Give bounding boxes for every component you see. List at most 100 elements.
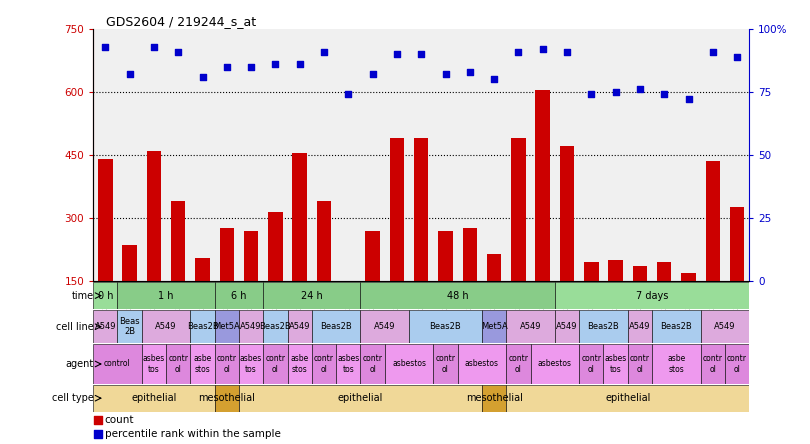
Point [99, 43, 112, 50]
Text: Beas2B: Beas2B [429, 322, 462, 331]
Bar [195, 258, 210, 281]
Bar [215, 310, 239, 343]
Text: Beas2B: Beas2B [259, 322, 292, 331]
Bar [730, 207, 744, 281]
Bar [463, 228, 477, 281]
Bar [409, 310, 482, 343]
Text: asbes
tos: asbes tos [604, 354, 627, 374]
Text: percentile rank within the sample: percentile rank within the sample [104, 429, 280, 439]
Bar [458, 345, 506, 384]
Point [342, 91, 355, 98]
Point [415, 51, 428, 58]
Bar [263, 282, 360, 309]
Bar [288, 310, 312, 343]
Bar [535, 90, 550, 281]
Bar [317, 201, 331, 281]
Bar [603, 345, 628, 384]
Bar [701, 345, 725, 384]
Point [220, 63, 233, 70]
Point [293, 60, 306, 67]
Point [585, 91, 598, 98]
Bar [633, 266, 647, 281]
Bar [312, 345, 336, 384]
Text: 7 days: 7 days [636, 291, 668, 301]
Text: asbestos: asbestos [392, 360, 426, 369]
Bar [487, 254, 501, 281]
Bar [433, 345, 458, 384]
Text: 0 h: 0 h [97, 291, 113, 301]
Bar [122, 245, 137, 281]
Point [561, 48, 573, 55]
Text: 1 h: 1 h [158, 291, 174, 301]
Text: asbe
stos: asbe stos [667, 354, 685, 374]
Text: asbes
tos: asbes tos [337, 354, 360, 374]
Bar [288, 345, 312, 384]
Bar [292, 153, 307, 281]
Point [731, 53, 744, 60]
Text: 6 h: 6 h [231, 291, 247, 301]
Text: 48 h: 48 h [447, 291, 468, 301]
Point [318, 48, 330, 55]
Bar [215, 345, 239, 384]
Bar [360, 345, 385, 384]
Text: contr
ol: contr ol [727, 354, 747, 374]
Text: contr
ol: contr ol [436, 354, 455, 374]
Bar [360, 282, 555, 309]
Bar [263, 310, 288, 343]
Text: epithelial: epithelial [605, 393, 650, 403]
Bar [414, 138, 428, 281]
Text: contr
ol: contr ol [266, 354, 285, 374]
Bar [482, 385, 506, 412]
Bar [98, 159, 113, 281]
Text: A549: A549 [714, 322, 735, 331]
Text: A549: A549 [241, 322, 262, 331]
Bar [555, 282, 749, 309]
Bar [628, 310, 652, 343]
Point [488, 76, 501, 83]
Text: asbes
tos: asbes tos [240, 354, 262, 374]
Bar [725, 345, 749, 384]
Bar [142, 345, 166, 384]
Text: A549: A549 [556, 322, 578, 331]
Text: contr
ol: contr ol [363, 354, 382, 374]
Bar [190, 345, 215, 384]
Bar [701, 310, 749, 343]
Bar [117, 282, 215, 309]
Text: mesothelial: mesothelial [198, 393, 255, 403]
Point [196, 73, 209, 80]
Text: contr
ol: contr ol [314, 354, 334, 374]
Bar [117, 310, 142, 343]
Text: 24 h: 24 h [301, 291, 322, 301]
Text: epithelial: epithelial [131, 393, 177, 403]
Bar [268, 212, 283, 281]
Point [269, 60, 282, 67]
Text: cell line: cell line [56, 322, 94, 332]
Bar [506, 385, 749, 412]
Text: A549: A549 [156, 322, 177, 331]
Bar [652, 310, 701, 343]
Point [92, 430, 104, 437]
Bar [579, 310, 628, 343]
Bar [390, 138, 404, 281]
Bar [215, 385, 239, 412]
Text: A549: A549 [95, 322, 116, 331]
Text: Beas2B: Beas2B [186, 322, 219, 331]
Point [390, 51, 403, 58]
Point [633, 86, 646, 93]
Text: GDS2604 / 219244_s_at: GDS2604 / 219244_s_at [106, 15, 257, 28]
Text: A549: A549 [289, 322, 310, 331]
Text: cell type: cell type [52, 393, 94, 403]
Point [366, 71, 379, 78]
Bar [482, 310, 506, 343]
Bar [506, 345, 531, 384]
Point [172, 48, 185, 55]
Text: epithelial: epithelial [338, 393, 383, 403]
Bar [438, 230, 453, 281]
Bar [531, 345, 579, 384]
Bar [220, 228, 234, 281]
Bar [171, 201, 185, 281]
Bar [555, 310, 579, 343]
Bar [360, 310, 409, 343]
Bar [93, 310, 117, 343]
Bar [628, 345, 652, 384]
